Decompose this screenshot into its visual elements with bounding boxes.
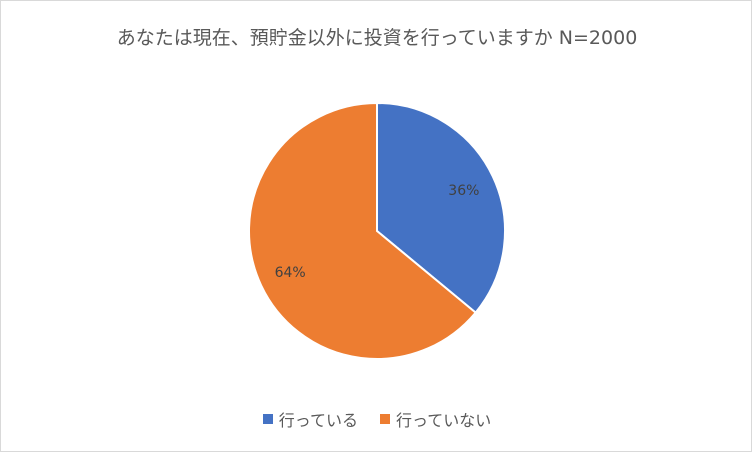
legend: 行っている 行っていない (1, 407, 752, 431)
pie-slice-yes (376, 101, 506, 314)
data-label-no: 64% (275, 265, 306, 281)
legend-swatch-no (380, 414, 390, 424)
legend-label-yes: 行っている (278, 411, 358, 430)
legend-label-no: 行っていない (396, 411, 492, 430)
chart-title: あなたは現在、預貯金以外に投資を行っていますか N=2000 (116, 27, 638, 49)
legend-item-no: 行っていない (380, 407, 491, 431)
legend-swatch-yes (262, 414, 273, 424)
legend-item-yes: 行っている (262, 407, 358, 431)
data-label-yes: 36% (448, 183, 479, 199)
pie-slice-no (248, 101, 478, 360)
